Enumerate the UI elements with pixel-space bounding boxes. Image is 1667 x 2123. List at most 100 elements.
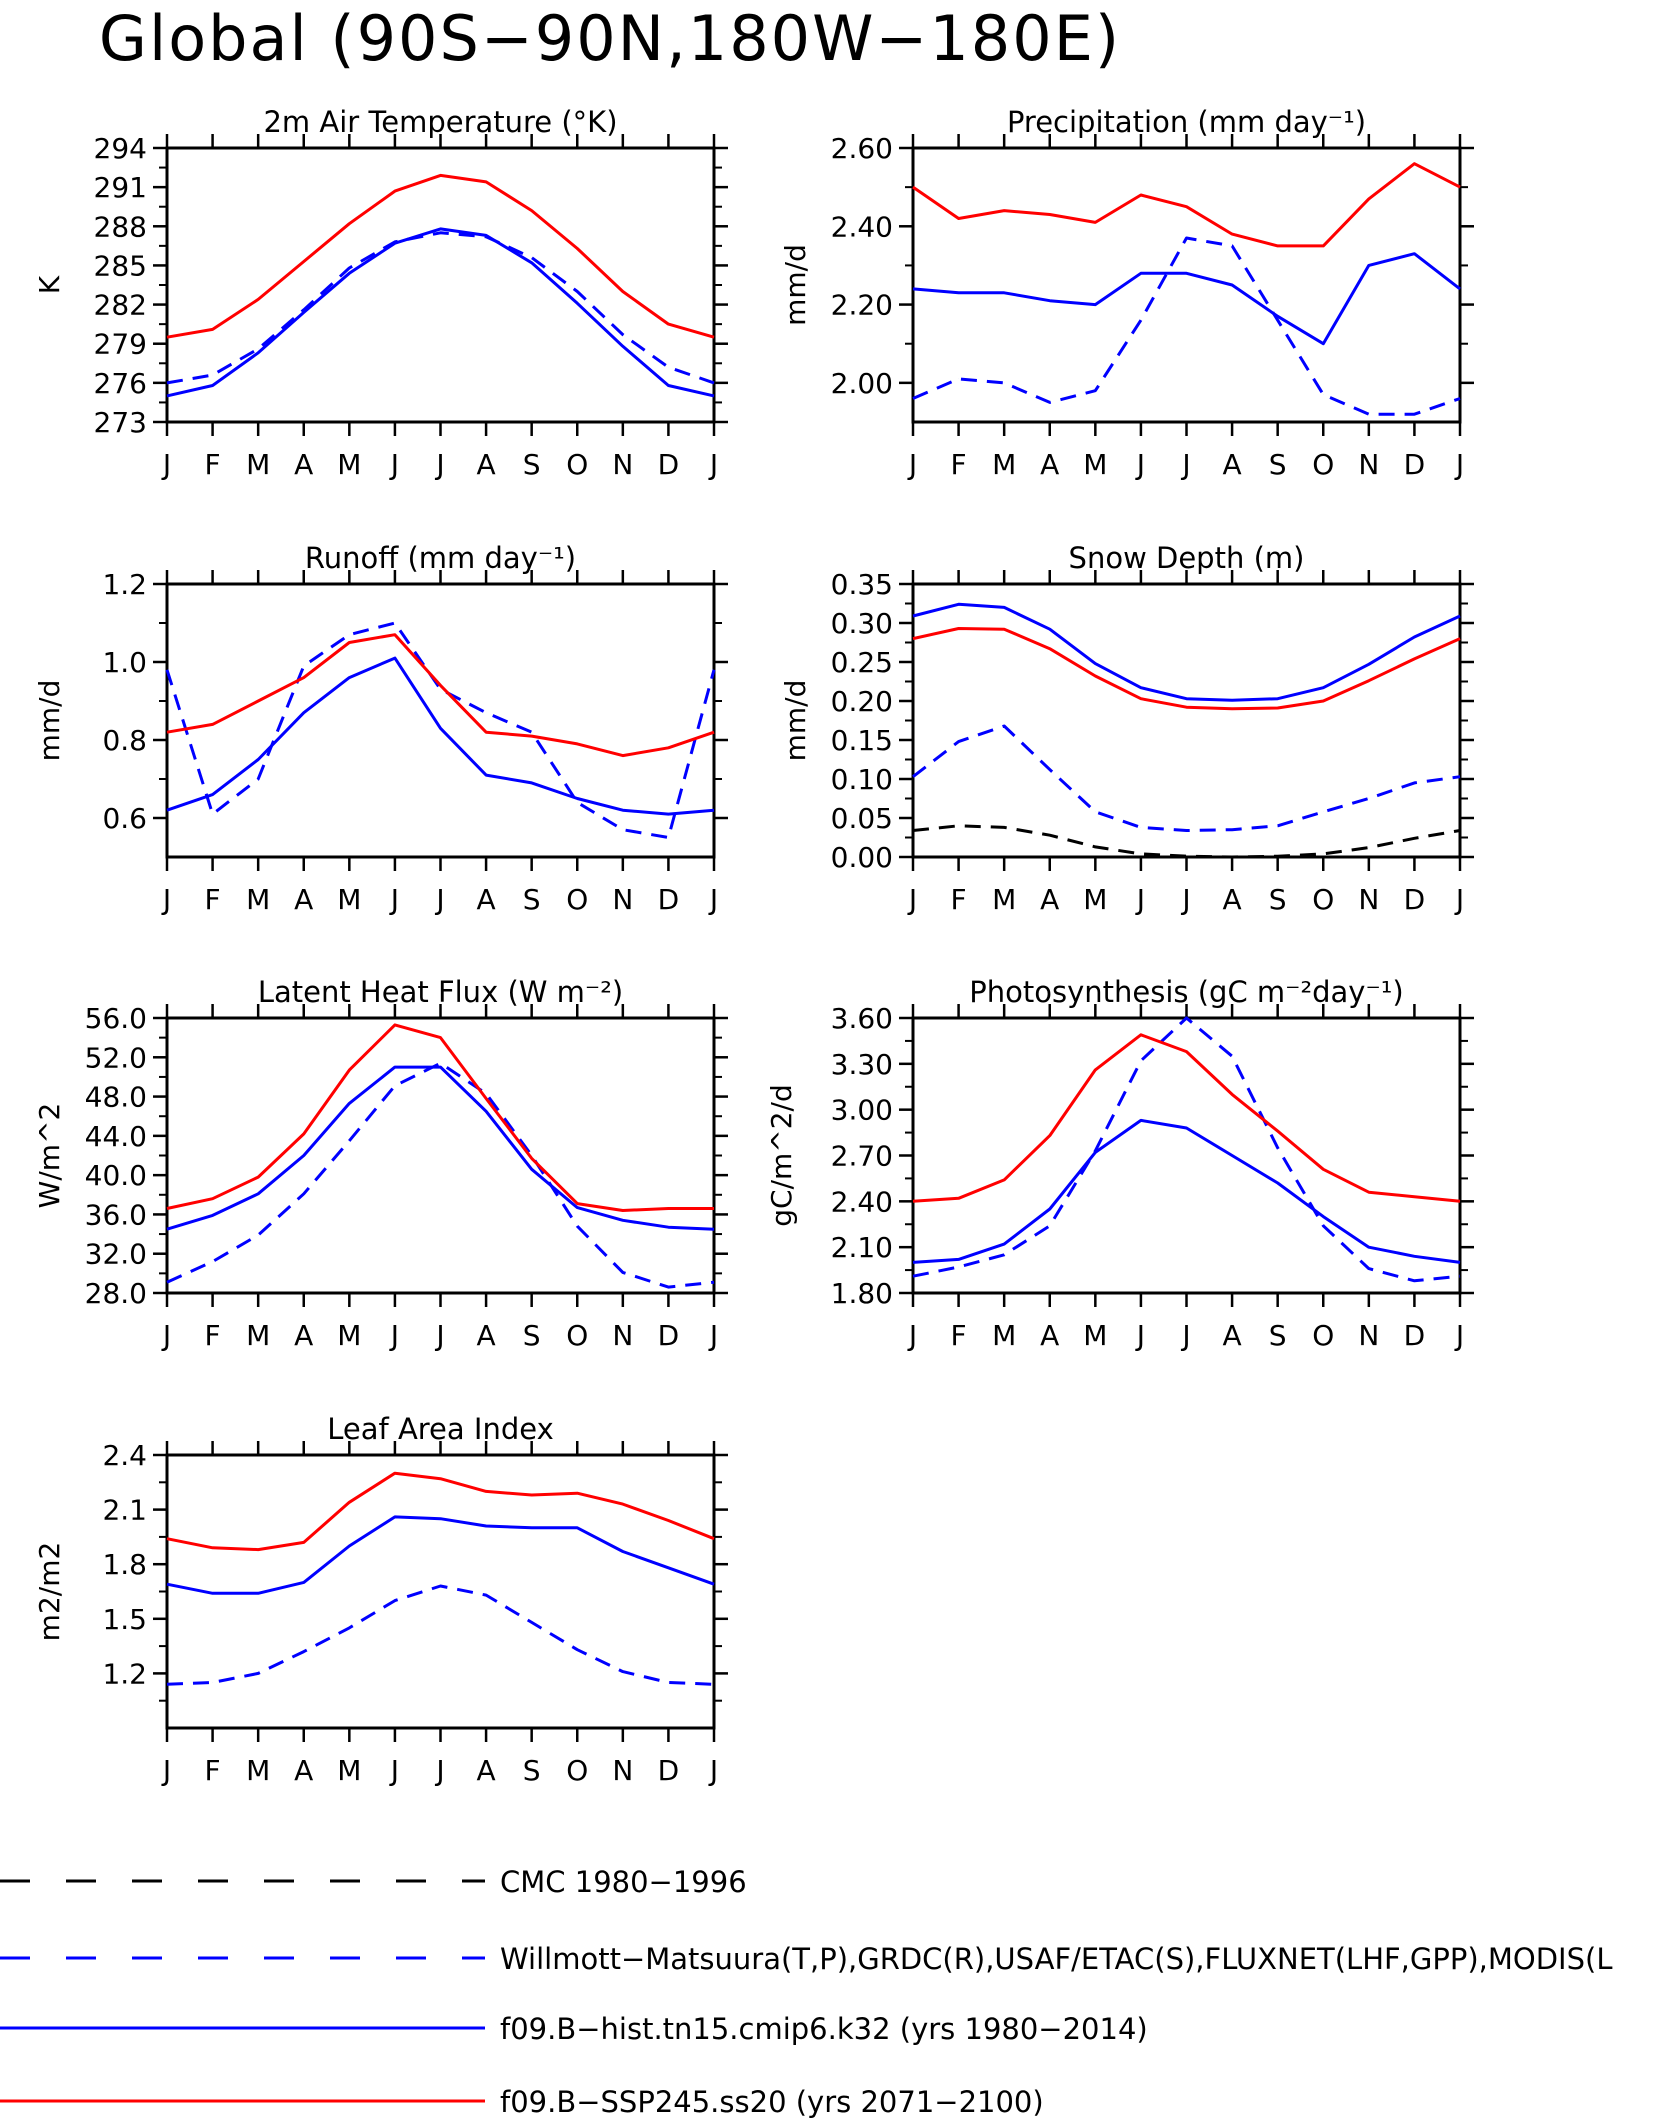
x-tick-label: M (246, 883, 270, 916)
x-tick-label: S (1269, 883, 1287, 916)
y-axis-label: mm/d (33, 680, 66, 762)
panel-title: Snow Depth (m) (1069, 541, 1305, 575)
x-tick-label: D (658, 883, 680, 916)
plot-frame (165, 146, 716, 424)
x-tick-label: J (708, 1754, 718, 1787)
x-tick-label: A (294, 1319, 313, 1352)
x-tick-label: M (337, 1319, 361, 1352)
x-tick-label: M (1083, 448, 1107, 481)
x-tick-label: S (523, 883, 541, 916)
x-tick-label: N (612, 1754, 633, 1787)
y-tick-label: 0.05 (831, 802, 893, 835)
y-tick-label: 48.0 (85, 1081, 147, 1114)
panel-title: Latent Heat Flux (W m⁻²) (258, 975, 623, 1009)
plot-frame (165, 582, 716, 859)
y-tick-label: 2.10 (831, 1231, 893, 1264)
y-tick-label: 3.30 (831, 1048, 893, 1081)
x-tick-label: J (161, 1754, 171, 1787)
x-tick-label: A (477, 1319, 496, 1352)
panel-title: Runoff (mm day⁻¹) (305, 541, 576, 575)
y-tick-label: 276 (94, 367, 147, 400)
x-tick-label: J (389, 448, 399, 481)
panel-3: Runoff (mm day⁻¹)0.60.81.01.2mm/dJ F M A M J J… (33, 541, 728, 916)
x-tick-label: N (1358, 1319, 1379, 1352)
x-tick-label: J (1454, 883, 1464, 916)
x-tick-label: J (1135, 1319, 1145, 1352)
panel-title: Leaf Area Index (327, 1412, 553, 1446)
y-tick-label: 0.6 (102, 802, 147, 835)
x-tick-label: J (161, 1319, 171, 1352)
figure-title: Global (90S−90N,180W−180E) (98, 2, 1122, 75)
y-tick-label: 56.0 (85, 1002, 147, 1035)
y-tick-label: 0.20 (831, 685, 893, 718)
series-line-3-solid (166, 1471, 715, 1552)
series-line-2-solid (166, 1515, 715, 1595)
y-tick-label: 288 (94, 210, 147, 243)
x-tick-label: N (1358, 448, 1379, 481)
y-tick-label: 3.60 (831, 1002, 893, 1035)
x-tick-label: J (1135, 883, 1145, 916)
plot-frame (911, 582, 1462, 859)
x-tick-label: F (205, 1319, 221, 1352)
x-tick-label: D (658, 1319, 680, 1352)
x-tick-label: M (337, 1754, 361, 1787)
series-line-3-solid (166, 633, 715, 758)
y-tick-label: 52.0 (85, 1041, 147, 1074)
y-axis-label: mm/d (779, 680, 812, 762)
series-line-1-dashed (912, 1016, 1461, 1283)
x-tick-label: M (246, 1754, 270, 1787)
x-tick-label: J (161, 448, 171, 481)
series-line-3-solid (166, 173, 715, 339)
x-tick-label: S (1269, 1319, 1287, 1352)
y-tick-label: 0.10 (831, 763, 893, 796)
x-tick-label: F (951, 448, 967, 481)
series-line-4-solid (912, 627, 1461, 711)
x-tick-label: M (1083, 883, 1107, 916)
x-tick-label: D (1404, 1319, 1426, 1352)
x-tick-label: J (434, 1754, 444, 1787)
x-tick-label: J (907, 448, 917, 481)
x-tick-label: A (1040, 1319, 1059, 1352)
y-tick-label: 282 (94, 289, 147, 322)
x-tick-label: A (294, 448, 313, 481)
x-tick-label: J (1180, 883, 1190, 916)
x-tick-label: A (294, 883, 313, 916)
x-tick-label: N (612, 883, 633, 916)
x-tick-label: J (907, 1319, 917, 1352)
y-tick-label: 2.60 (831, 132, 893, 165)
x-tick-label: J (389, 1319, 399, 1352)
x-tick-label: J (708, 1319, 718, 1352)
panel-6: Photosynthesis (gC m⁻²day⁻¹) 1.80 2.10 2.40… (765, 975, 1474, 1352)
x-tick-label: M (1083, 1319, 1107, 1352)
y-tick-label: 0.00 (831, 841, 893, 874)
x-tick-label: O (566, 1319, 588, 1352)
panel-4: Snow Depth (m) 0.00 0.05 0.10 0.15 0.20 0.25 0.… (779, 541, 1474, 916)
series-line-2-dashed (912, 724, 1461, 832)
y-tick-label: 1.0 (102, 646, 147, 679)
x-tick-label: J (1454, 1319, 1464, 1352)
panel-5: Latent Heat Flux (W m⁻²) 28.0 32.0 36.0 40.0… (33, 975, 728, 1352)
x-tick-label: M (992, 1319, 1016, 1352)
y-tick-label: 32.0 (85, 1238, 147, 1271)
x-tick-label: S (523, 1319, 541, 1352)
x-tick-label: A (1223, 1319, 1242, 1352)
y-tick-label: 2.40 (831, 1185, 893, 1218)
x-tick-label: M (992, 883, 1016, 916)
x-tick-label: A (1040, 883, 1059, 916)
series-line-2-solid (166, 1065, 715, 1231)
series-line-1-dashed (166, 1061, 715, 1289)
x-tick-label: J (708, 883, 718, 916)
legend-label-3: f09.B−hist.tn15.cmip6.k32 (yrs 1980−2014… (500, 2012, 1148, 2046)
x-tick-label: D (658, 1754, 680, 1787)
series-line-3-solid (166, 1023, 714, 1212)
y-tick-label: 0.15 (831, 724, 893, 757)
x-tick-label: S (523, 448, 541, 481)
x-tick-label: A (477, 883, 496, 916)
y-tick-label: 291 (94, 171, 147, 204)
plot-frame (911, 1016, 1462, 1295)
y-tick-label: 273 (94, 406, 147, 439)
x-tick-label: S (1269, 448, 1287, 481)
x-tick-label: O (1312, 883, 1334, 916)
y-tick-label: 0.25 (831, 646, 893, 679)
x-tick-label: D (1404, 883, 1426, 916)
